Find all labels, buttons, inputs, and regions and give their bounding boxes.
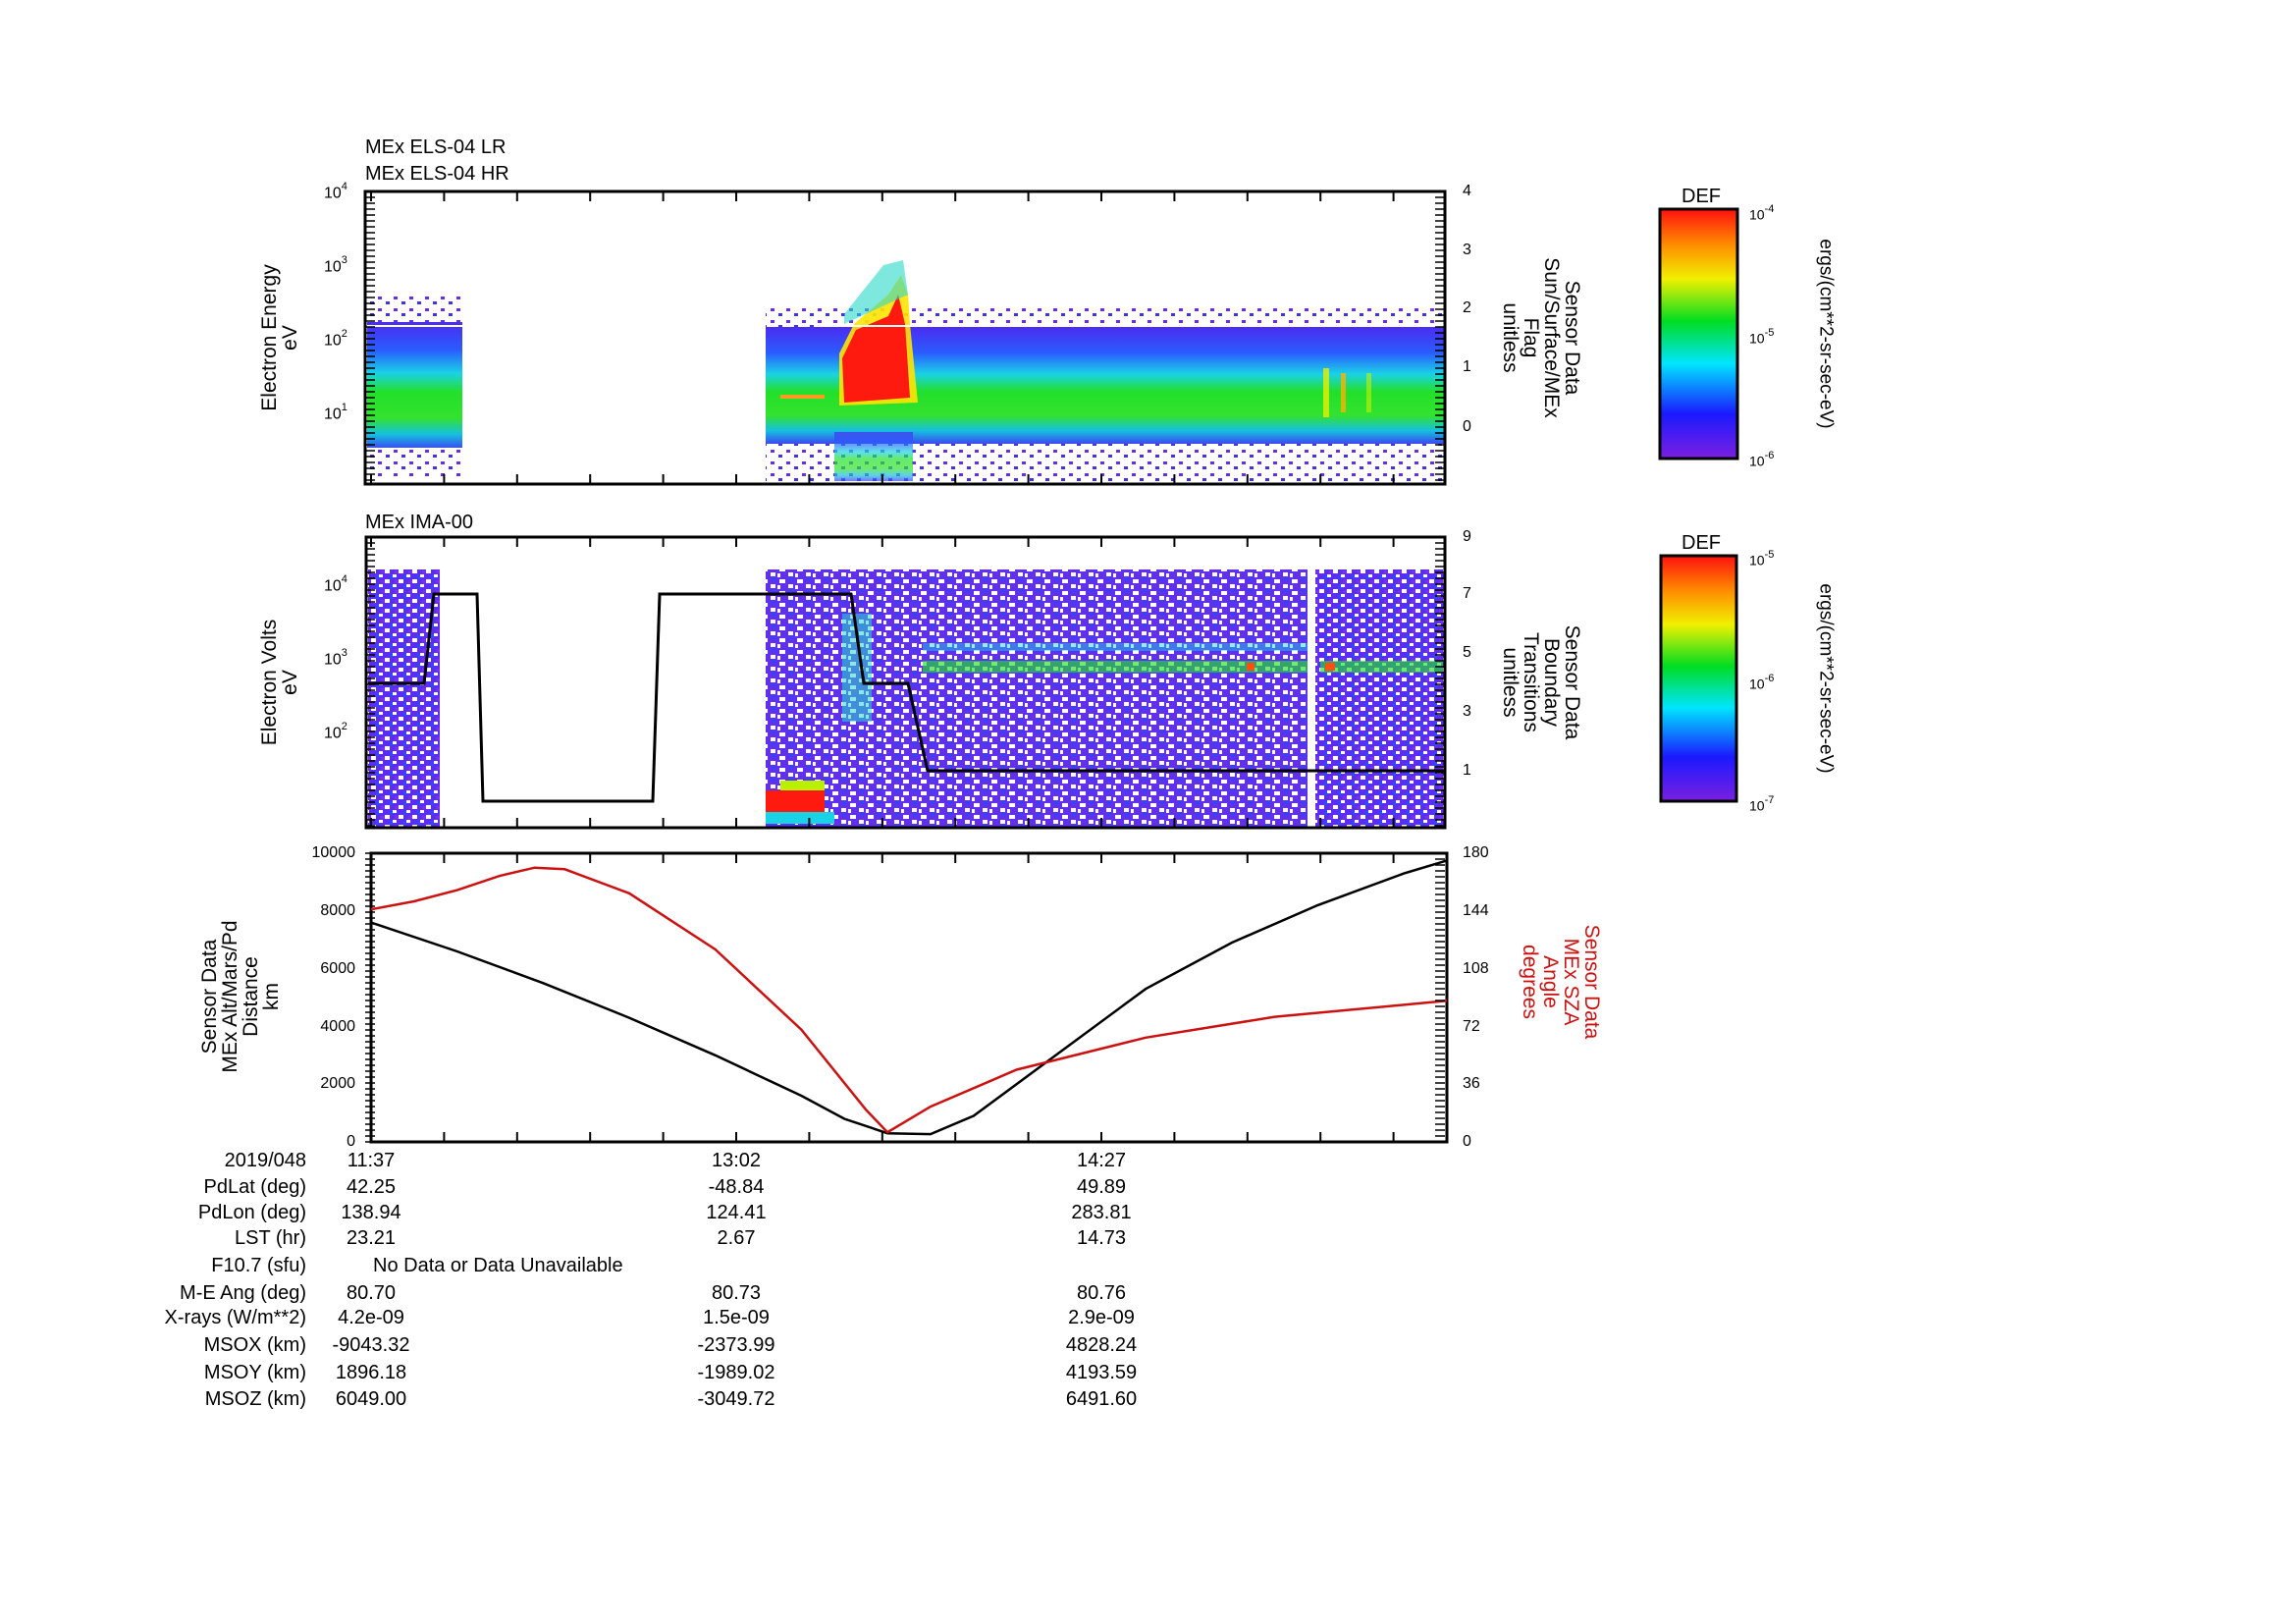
row-value: 14.73 [1076, 1227, 1127, 1249]
els-right-axis-label: Sensor Data Sun/Surface/MEx Flag unitless [1499, 257, 1583, 418]
orbit-left-axis-label: Sensor Data MEx Alt/Mars/Pd Distance km [198, 920, 283, 1073]
ima-left-axis-label: Electron Volts eV [258, 619, 301, 746]
orbit-right-axis-label: Sensor Data MEx SZA Angle degrees [1519, 924, 1603, 1040]
ima-title: MEx IMA-00 [365, 512, 474, 533]
row-value: -3049.72 [697, 1388, 775, 1410]
ima-colorbar-max: 10-5 [1749, 549, 1775, 568]
els-ytick: 101 [324, 402, 347, 423]
ima-ytick: 102 [324, 721, 347, 742]
ima-colorbar-max: 10-7 [1749, 794, 1775, 814]
time-label: 11:37 [347, 1150, 396, 1171]
els-y2tick: 0 [1463, 418, 1471, 435]
els-y2tick: 1 [1463, 358, 1471, 375]
els-colorbar-mid: 10-5 [1749, 327, 1775, 347]
row-label: PdLat (deg) [203, 1176, 306, 1198]
row-value: 6049.00 [335, 1388, 407, 1410]
row-value: 4193.59 [1065, 1362, 1138, 1383]
row-value: 23.21 [346, 1227, 397, 1249]
els-title-lr: MEx ELS-04 LR [365, 136, 507, 158]
row-value: 4.2e-09 [338, 1307, 404, 1328]
row-value: -2373.99 [697, 1334, 775, 1356]
ima-colorbar-title: DEF [1682, 532, 1721, 554]
ima-y2tick: 1 [1463, 762, 1471, 779]
els-y2tick: 2 [1463, 299, 1471, 316]
els-colorbar-units: ergs/(cm**2-sr-sec-eV) [1815, 239, 1837, 429]
ima-panel [364, 535, 1447, 830]
row-value: -1989.02 [697, 1362, 775, 1383]
ima-y2tick: 7 [1463, 585, 1471, 602]
ima-y2tick: 9 [1463, 528, 1471, 545]
date-label: 2019/048 [224, 1150, 306, 1171]
ima-ytick: 103 [324, 647, 347, 669]
ima-right-axis-label: Sensor Data Boundary Transitions unitless [1499, 624, 1583, 740]
row-label: M-E Ang (deg) [180, 1282, 306, 1304]
row-value: 80.76 [1076, 1282, 1127, 1304]
row-value: 6491.60 [1065, 1388, 1138, 1410]
row-value: 2.67 [717, 1227, 756, 1249]
els-colorbar-min: 10-6 [1749, 450, 1775, 469]
orbit-ytick: 2000 [320, 1075, 355, 1092]
els-ytick: 102 [324, 328, 347, 350]
orbit-ytick: 4000 [320, 1018, 355, 1035]
row-value: 49.89 [1076, 1176, 1127, 1198]
els-colorbar-max: 10-4 [1749, 203, 1775, 223]
time-label: 14:27 [1076, 1150, 1127, 1171]
els-panel [363, 189, 1447, 486]
els-ytick: 104 [324, 181, 347, 202]
els-left-axis-label: Electron Energy eV [258, 264, 301, 411]
orbit-y2tick: 144 [1463, 902, 1489, 919]
time-label: 13:02 [711, 1150, 762, 1171]
row-value: 1896.18 [335, 1362, 407, 1383]
els-y2tick: 3 [1463, 242, 1471, 258]
els-ytick: 103 [324, 254, 347, 276]
row-label: PdLon (deg) [197, 1202, 306, 1223]
row-label: X-rays (W/m**2) [164, 1307, 306, 1328]
els-colorbar-title: DEF [1682, 186, 1721, 207]
row-value: 80.70 [346, 1282, 397, 1304]
row-label: MSOY (km) [203, 1362, 306, 1383]
orbit-ytick: 10000 [311, 844, 356, 861]
row-value: -9043.32 [332, 1334, 410, 1356]
row-label: LST (hr) [235, 1227, 306, 1249]
ima-y2tick: 5 [1463, 644, 1471, 661]
els-y2tick: 4 [1463, 183, 1471, 199]
els-title-hr: MEx ELS-04 HR [365, 163, 509, 185]
ima-colorbar [1659, 554, 1738, 803]
row-value: 80.73 [711, 1282, 762, 1304]
row-value: 42.25 [346, 1176, 397, 1198]
row-label: MSOZ (km) [204, 1388, 306, 1410]
row-label: F10.7 (sfu) [211, 1255, 306, 1276]
row-value: 138.94 [341, 1202, 401, 1223]
els-colorbar [1658, 207, 1739, 460]
row-value: 1.5e-09 [703, 1307, 770, 1328]
row-value: 124.41 [706, 1202, 767, 1223]
orbit-y2tick: 36 [1463, 1075, 1480, 1092]
row-label: MSOX (km) [203, 1334, 306, 1356]
orbit-y2tick: 108 [1463, 960, 1489, 977]
ima-colorbar-mid: 10-6 [1749, 673, 1775, 692]
row-value: 4828.24 [1065, 1334, 1138, 1356]
ima-colorbar-units: ergs/(cm**2-sr-sec-eV) [1815, 583, 1837, 774]
orbit-y2tick: 72 [1463, 1018, 1480, 1035]
orbit-ytick: 6000 [320, 960, 355, 977]
orbit-panel [369, 851, 1449, 1144]
orbit-ytick: 0 [347, 1133, 355, 1150]
orbit-y2tick: 180 [1463, 844, 1489, 861]
row-value: No Data or Data Unavailable [373, 1255, 623, 1276]
orbit-y2tick: 0 [1463, 1133, 1471, 1150]
row-value: 2.9e-09 [1068, 1307, 1135, 1328]
row-value: -48.84 [708, 1176, 765, 1198]
ima-ytick: 104 [324, 573, 347, 595]
ima-y2tick: 3 [1463, 703, 1471, 720]
row-value: 283.81 [1071, 1202, 1132, 1223]
orbit-ytick: 8000 [320, 902, 355, 919]
